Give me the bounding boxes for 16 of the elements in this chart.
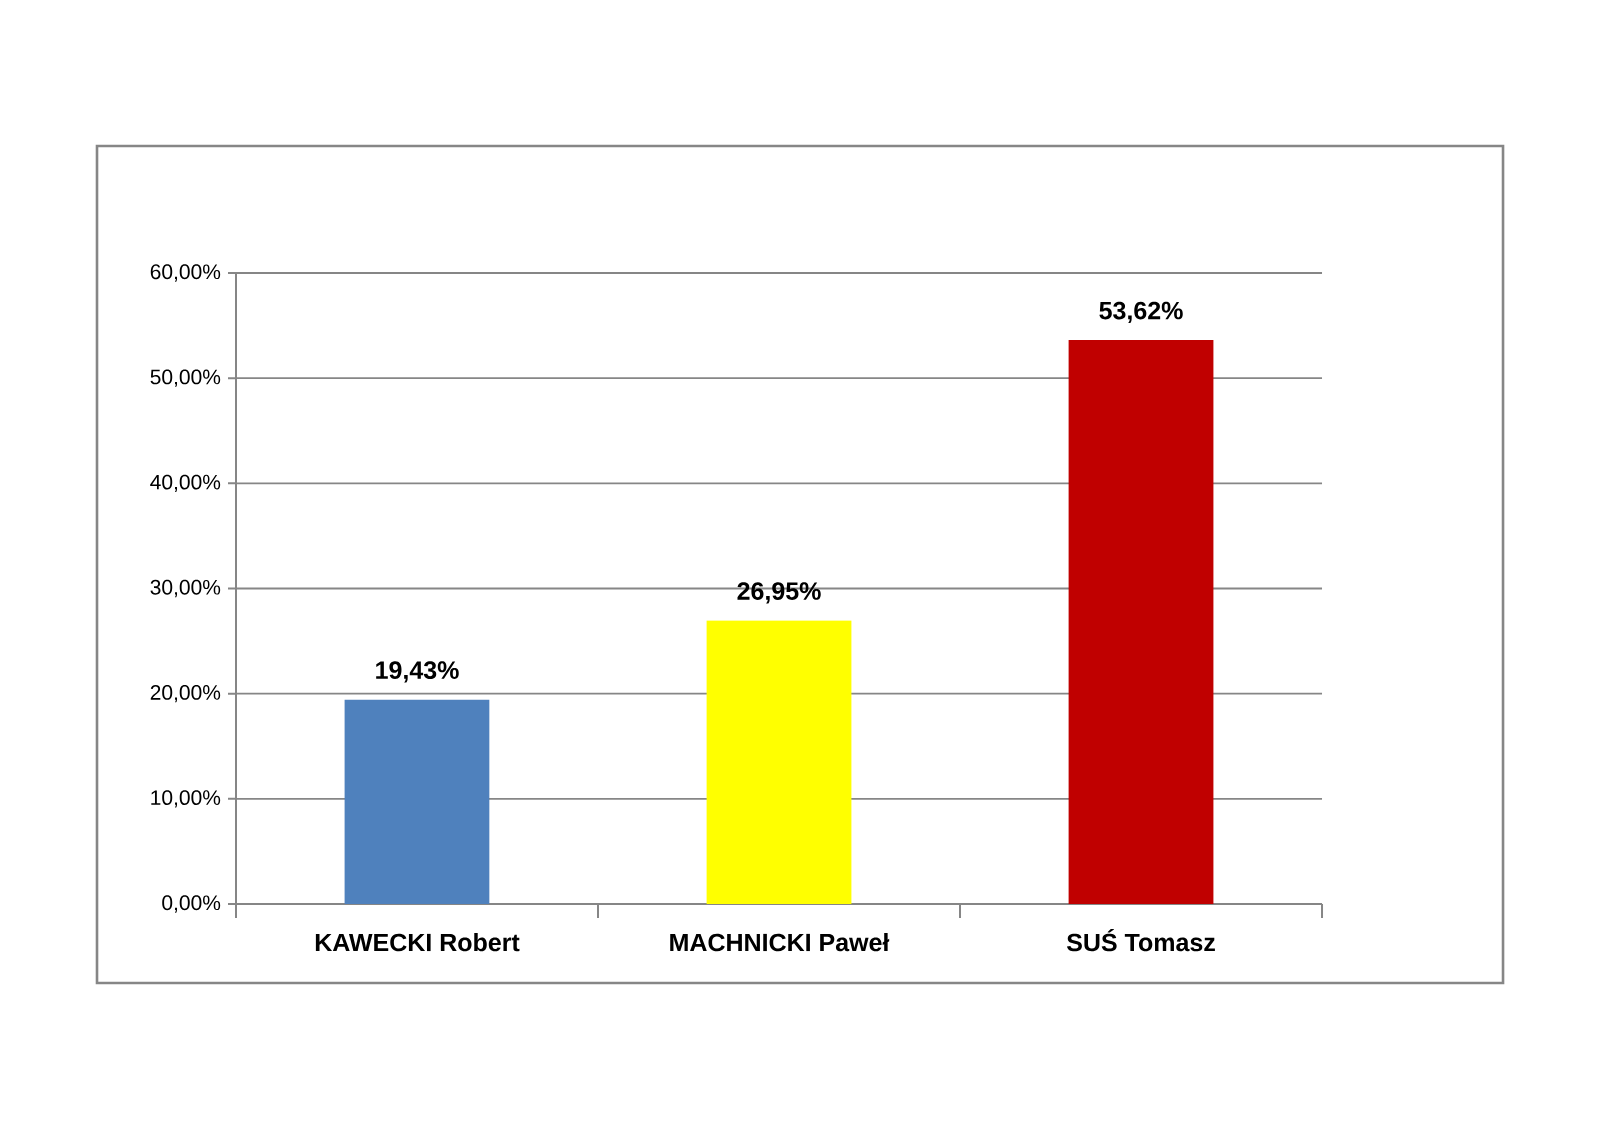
bar: [344, 699, 490, 904]
data-label: 26,95%: [737, 582, 821, 604]
y-tick-label: 60,00%: [150, 264, 221, 282]
y-tick-label: 20,00%: [150, 685, 221, 703]
y-tick-label: 10,00%: [151, 790, 221, 808]
bar: [1068, 340, 1214, 904]
bar: [706, 620, 852, 904]
x-tick-label: SUŚ Tomasz: [1066, 928, 1215, 952]
data-label: 53,62%: [1099, 301, 1183, 324]
data-label: 19,43%: [376, 661, 459, 683]
y-tick-label: 30,00%: [150, 579, 221, 598]
x-tick-label: MACHNICKI Paweł: [670, 932, 890, 952]
y-tick-label: 40,00%: [150, 474, 221, 493]
y-tick-label: 50,00%: [150, 369, 221, 387]
y-tick-label: 0,00%: [162, 895, 221, 913]
x-tick-label: KAWECKI Robert: [315, 932, 520, 952]
